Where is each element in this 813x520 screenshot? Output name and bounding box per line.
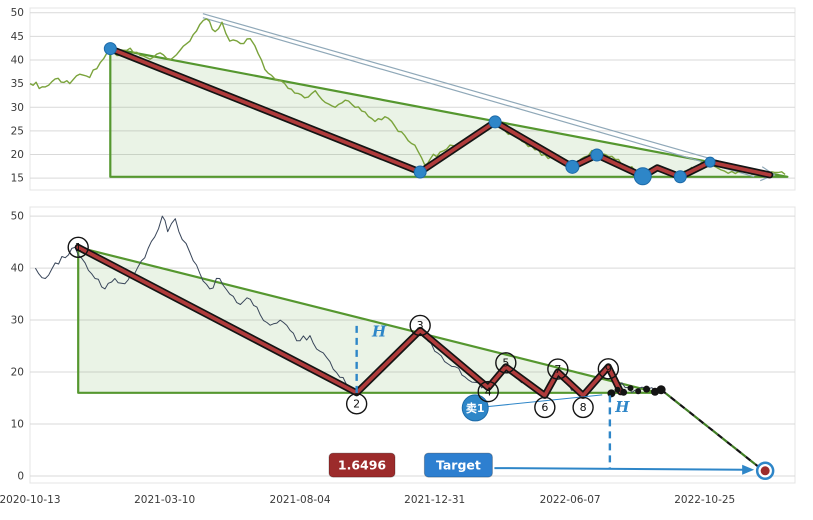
pivot-marker[interactable] [673, 170, 687, 184]
x-tick-label: 2021-12-31 [404, 494, 465, 506]
pivot-marker[interactable] [413, 165, 427, 179]
wave-number-1: 1 [75, 241, 82, 254]
recent-price-dot [614, 386, 621, 393]
y-tick-label: 50 [11, 7, 24, 19]
wave-circle-7[interactable] [547, 358, 569, 380]
price-level-box-label: 1.6496 [338, 458, 387, 473]
y-tick-label: 30 [11, 102, 24, 114]
wave-circle-3[interactable] [409, 314, 431, 337]
y-tick-label: 35 [11, 78, 24, 90]
recent-price-dot [643, 385, 651, 393]
y-tick-label: 0 [17, 470, 24, 482]
trend-open-arrow [202, 13, 776, 182]
y-tick-label: 15 [11, 173, 24, 185]
wave-number-8: 8 [580, 401, 587, 414]
y-tick-label: 50 [11, 211, 24, 223]
price-level-box[interactable] [328, 452, 396, 478]
wave-number-6: 6 [541, 401, 548, 414]
target-arrow-line [494, 467, 746, 471]
trend-arrow-head [759, 166, 776, 182]
x-tick-label: 2022-06-07 [540, 494, 601, 506]
zigzag-wave-line [108, 46, 772, 179]
sell-signal-label: 卖1 [466, 401, 485, 415]
wave-circle-2[interactable] [345, 393, 368, 415]
projection-line-green [660, 388, 764, 472]
x-tick-label: 2021-03-10 [134, 494, 195, 506]
recent-price-dot [627, 385, 634, 392]
recent-price-dot [656, 385, 666, 395]
y-tick-label: 20 [11, 367, 24, 379]
pivot-marker[interactable] [590, 148, 604, 162]
bottom-chart-plot-area [29, 206, 796, 484]
recent-price-dot [635, 388, 642, 395]
projection-line-black [660, 388, 764, 472]
pivot-marker[interactable] [704, 156, 716, 168]
y-tick-label: 20 [11, 149, 24, 161]
wave-circle-6[interactable] [534, 396, 556, 419]
wave-circle-8[interactable] [572, 396, 594, 419]
bottom-chart: 0 10 20 30 40 50 2020-10-13 2021-03-10 2021-08-0… [0, 206, 796, 506]
wave-number-2: 2 [353, 398, 360, 411]
wave-circle-9[interactable] [597, 358, 620, 380]
target-box[interactable] [423, 452, 493, 478]
wave-number-7: 7 [554, 363, 561, 376]
target-box-label: Target [436, 458, 481, 473]
y-tick-label: 45 [11, 31, 24, 43]
y-tick-label: 25 [11, 125, 24, 137]
h-measure-label: H [614, 398, 630, 416]
target-point-core [760, 466, 770, 476]
recent-price-dot [607, 389, 616, 398]
recent-price-dot [620, 388, 628, 396]
triangle-pattern-outline [109, 47, 789, 178]
target-arrow-head [742, 464, 755, 475]
pivot-marker[interactable] [488, 115, 502, 129]
y-tick-label: 40 [11, 55, 24, 67]
zigzag-wave-line [76, 245, 623, 398]
pivot-marker[interactable] [565, 159, 580, 174]
pivot-marker[interactable] [103, 42, 117, 56]
x-tick-label: 2021-08-04 [270, 494, 331, 506]
wave-circle-5[interactable] [495, 352, 517, 374]
wave-number-9: 9 [605, 363, 612, 376]
wave-circle-4[interactable] [477, 380, 499, 403]
wave-number-5: 5 [502, 357, 509, 370]
pivot-marker[interactable] [633, 167, 652, 186]
wave-circle-1[interactable] [67, 236, 89, 258]
y-tick-label: 10 [11, 419, 24, 431]
x-tick-label: 2020-10-13 [0, 494, 61, 506]
top-chart: 15 20 25 30 35 40 45 50 [11, 7, 796, 191]
sell-signal-marker[interactable] [461, 394, 489, 422]
wave-number-3: 3 [417, 319, 424, 332]
y-tick-label: 30 [11, 315, 24, 327]
top-chart-plot-area [29, 7, 796, 191]
y-tick-label: 40 [11, 263, 24, 275]
h-measure-label: H [371, 323, 387, 341]
x-tick-label: 2022-10-25 [674, 494, 735, 506]
wave-number-4: 4 [485, 385, 492, 398]
triangle-pattern-outline [77, 246, 660, 394]
